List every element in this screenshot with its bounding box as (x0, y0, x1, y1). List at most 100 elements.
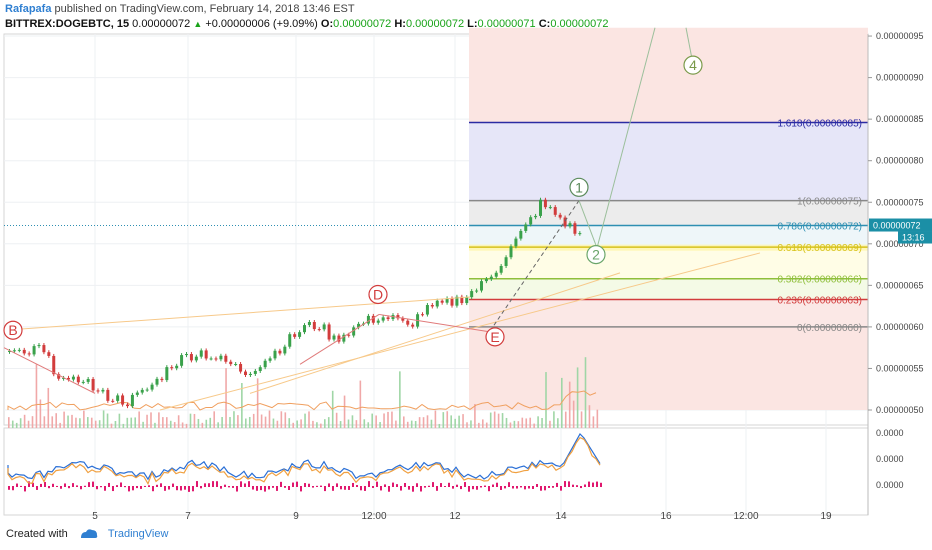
candle-body (8, 350, 11, 352)
histogram-bar (540, 486, 542, 491)
volume-bar (142, 421, 144, 428)
volume-bar (221, 417, 223, 428)
candle-body (150, 384, 154, 390)
volume-bar (193, 413, 196, 428)
histogram-bar (72, 483, 74, 487)
volume-bar (379, 422, 381, 428)
histogram-bar (488, 486, 490, 492)
volume-bar (351, 415, 354, 428)
candle-body (484, 279, 488, 282)
candle-body (371, 315, 375, 323)
candle-body (234, 363, 238, 365)
candle-body (126, 404, 129, 407)
volume-bar (166, 417, 168, 428)
histogram-bar (280, 481, 282, 487)
wave-line-2-3 (596, 27, 656, 249)
candle-body (209, 358, 213, 360)
time-tick-label: 7 (185, 511, 191, 522)
candle-body (317, 329, 321, 331)
volume-bar (434, 410, 437, 428)
histogram-bar (536, 484, 538, 487)
volume-bar (568, 381, 571, 428)
candle-body (121, 395, 125, 405)
histogram-bar (444, 485, 446, 487)
volume-ma-line (7, 390, 597, 411)
volume-bar (177, 415, 180, 428)
fib-level-label: 0.618(0.00000069) (777, 243, 862, 254)
candle-body (366, 315, 370, 324)
volume-bar (320, 423, 322, 428)
footer: Created with TradingView (6, 528, 168, 540)
price-tick-label: 0.00000050 (876, 405, 924, 415)
wave-label: B (8, 322, 17, 338)
volume-bar (485, 422, 488, 428)
volume-bar (98, 420, 101, 428)
histogram-bar (240, 481, 242, 487)
histogram-bar (80, 486, 82, 490)
histogram-bar (480, 486, 482, 488)
candle-body (37, 345, 41, 347)
tradingview-brand[interactable]: TradingView (107, 528, 169, 540)
volume-bar (430, 419, 433, 428)
price-tick-label: 0.00000065 (876, 280, 924, 290)
candle-body (480, 281, 483, 291)
candle-body (81, 381, 85, 383)
candle-body (101, 389, 105, 392)
indicator-tick: 0.0000 (876, 428, 904, 438)
wave-labels: B D E 1 2 4 (3, 55, 703, 347)
volume-bar (387, 411, 389, 428)
candle-body (543, 199, 547, 208)
candle-body (376, 320, 380, 323)
candle-body (519, 230, 523, 239)
volume-bar (71, 414, 73, 428)
candle-body (278, 350, 282, 354)
histogram-bar (600, 482, 602, 487)
fib-zone-top (469, 27, 868, 123)
volume-bar (316, 422, 318, 428)
volume-bar (114, 420, 117, 428)
time-tick-label: 19 (820, 511, 832, 522)
projection-dash (489, 200, 580, 332)
histogram-bar (564, 481, 566, 487)
volume-bar (363, 419, 366, 428)
histogram-bar (188, 486, 190, 492)
price-tick-label: 0.00000095 (876, 31, 924, 41)
candle-body (475, 290, 479, 292)
histogram-bar (316, 485, 318, 487)
histogram-bar (352, 482, 354, 487)
author-name[interactable]: Rafapafa (5, 3, 52, 15)
histogram-bar (304, 483, 306, 487)
candle-body (293, 334, 297, 337)
candle-body (86, 378, 90, 382)
wave-line-c-d (299, 314, 380, 365)
volume-bar (296, 420, 298, 428)
volume-bar (31, 416, 34, 428)
wave-line-1-2 (578, 200, 598, 249)
candle-body (435, 300, 439, 307)
candle-body (401, 318, 405, 321)
histogram-bar (372, 486, 374, 488)
volume-bar (35, 364, 38, 428)
histogram-bar (584, 484, 586, 487)
histogram-bar (292, 482, 294, 487)
volume-bar (130, 417, 133, 428)
volume-bar (51, 416, 54, 428)
candle-body (396, 315, 400, 319)
volume-bar (466, 422, 468, 428)
histogram-bar (336, 483, 338, 487)
volume-bar (197, 418, 200, 428)
volume-bar (229, 417, 231, 428)
histogram-bar (340, 486, 342, 490)
histogram-bar (196, 481, 198, 487)
histogram-bar (300, 486, 302, 492)
volume-bar (371, 413, 373, 428)
candle-body (312, 321, 316, 330)
open-label: O: (320, 18, 334, 30)
histogram-bar (456, 484, 458, 487)
indicator-line-1 (7, 433, 601, 481)
volume-bar (564, 411, 567, 428)
histogram-bar (228, 486, 230, 488)
candle-body (189, 354, 193, 361)
volume-bar (501, 413, 504, 428)
